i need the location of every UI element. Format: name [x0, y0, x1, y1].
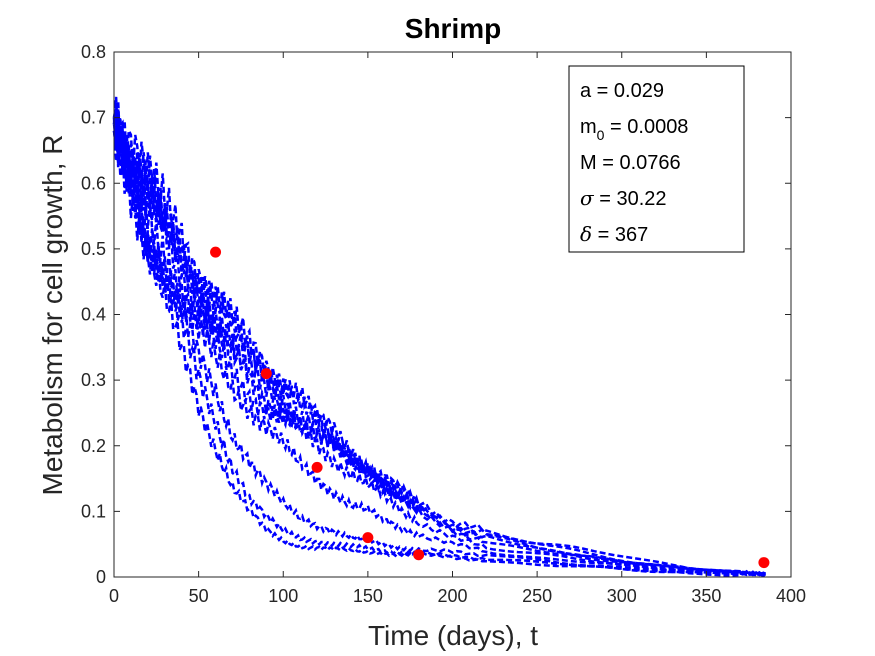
x-tick-label: 200	[437, 586, 467, 606]
observed-point	[413, 549, 425, 561]
y-tick-label: 0.3	[81, 370, 106, 390]
parameter-name: a	[580, 80, 592, 102]
x-axis-label: Time (days), t	[368, 620, 538, 651]
observed-point	[311, 461, 323, 473]
y-tick-label: 0.2	[81, 436, 106, 456]
x-tick-label: 0	[109, 586, 119, 606]
x-tick-label: 250	[522, 586, 552, 606]
observed-point	[260, 368, 272, 380]
y-tick-label: 0	[96, 567, 106, 587]
annotation-line: a = 0.029	[580, 80, 664, 102]
simulation-line	[112, 100, 766, 577]
parameter-name: m	[580, 116, 597, 138]
parameter-value: = 30.22	[594, 188, 667, 210]
x-tick-label: 100	[268, 586, 298, 606]
y-axis-label: Metabolism for cell growth, R	[37, 134, 68, 495]
y-tick-label: 0.1	[81, 501, 106, 521]
observed-point	[758, 557, 770, 569]
annotation-line: δ = 367	[580, 222, 648, 246]
simulation-line	[112, 104, 766, 576]
x-tick-label: 400	[776, 586, 806, 606]
annotation-line: m0 = 0.0008	[580, 116, 688, 143]
parameter-value: = 0.0008	[604, 116, 688, 138]
parameter-name: δ	[580, 222, 592, 246]
simulation-line	[113, 119, 766, 575]
x-tick-label: 350	[691, 586, 721, 606]
annotation-line: M = 0.0766	[580, 152, 681, 174]
x-tick-label: 150	[353, 586, 383, 606]
parameter-value: = 0.029	[591, 80, 664, 102]
annotation-frame	[568, 65, 745, 253]
chart-title: Shrimp	[405, 13, 501, 44]
x-axis: 0 50 100 150 200 250 300 350 400	[109, 52, 806, 606]
observed-point	[210, 246, 222, 258]
y-tick-label: 0.5	[81, 239, 106, 259]
observed-points	[210, 246, 770, 569]
annotation-line: σ = 30.22	[580, 186, 667, 210]
parameter-subscript: 0	[597, 127, 605, 143]
y-tick-label: 0.7	[81, 108, 106, 128]
simulation-line	[112, 96, 766, 576]
y-tick-label: 0.6	[81, 173, 106, 193]
parameter-value: = 0.0766	[597, 152, 681, 174]
simulation-line	[112, 117, 766, 576]
y-axis: 0 0.1 0.2 0.3 0.4 0.5 0.6 0.7 0.8	[81, 42, 791, 587]
parameter-name: M	[580, 152, 597, 174]
parameter-name: σ	[580, 186, 595, 210]
y-tick-label: 0.4	[81, 305, 106, 325]
simulation-lines	[112, 96, 767, 577]
parameter-value: = 367	[592, 224, 648, 246]
x-tick-label: 300	[607, 586, 637, 606]
x-tick-label: 50	[189, 586, 209, 606]
y-tick-label: 0.8	[81, 42, 106, 62]
observed-point	[362, 532, 374, 544]
